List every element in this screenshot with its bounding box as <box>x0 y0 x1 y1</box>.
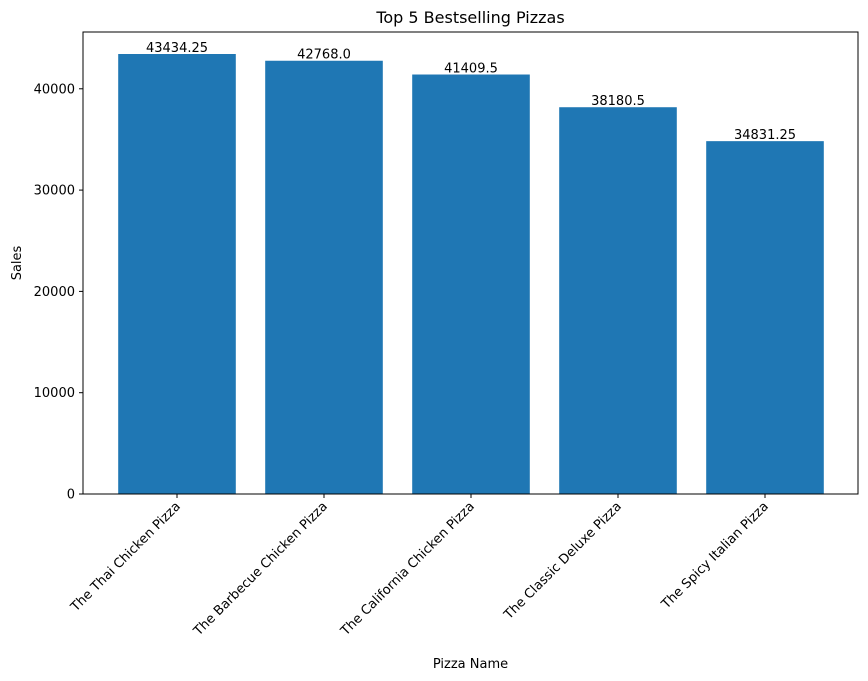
x-tick-label: The Barbecue Chicken Pizza <box>190 499 330 639</box>
bar <box>265 60 383 495</box>
y-tick-label: 30000 <box>34 184 75 199</box>
bar-value-label: 41409.5 <box>444 62 498 77</box>
x-tick-label: The Classic Deluxe Pizza <box>501 499 625 623</box>
bar-value-label: 43434.25 <box>146 41 208 56</box>
plot-frame <box>82 31 859 495</box>
y-axis: 0 10000 20000 30000 40000 <box>34 82 83 503</box>
bar-value-label: 38180.5 <box>591 94 645 109</box>
bar <box>412 74 530 495</box>
bar-value-label: 34831.25 <box>734 128 796 143</box>
y-axis-title: Sales <box>10 245 25 280</box>
x-tick-label: The California Chicken Pizza <box>337 499 477 639</box>
y-tick-label: 0 <box>67 488 75 503</box>
x-tick-label: The Thai Chicken Pizza <box>68 499 184 615</box>
y-tick-label: 40000 <box>34 82 75 97</box>
bar <box>118 54 236 494</box>
chart-title: Top 5 Bestselling Pizzas <box>375 8 564 27</box>
bar-value-label: 42768.0 <box>297 48 351 63</box>
y-tick-label: 10000 <box>34 386 75 401</box>
bar <box>706 141 824 494</box>
bar-value-labels: 43434.25 42768.0 41409.5 38180.5 34831.25 <box>146 41 796 143</box>
bar <box>559 107 677 495</box>
x-axis: The Thai Chicken Pizza The Barbecue Chick… <box>68 494 772 640</box>
x-tick-label: The Spicy Italian Pizza <box>658 499 772 613</box>
y-tick-label: 20000 <box>34 285 75 300</box>
bars-group <box>118 54 824 495</box>
x-axis-title: Pizza Name <box>433 657 508 672</box>
